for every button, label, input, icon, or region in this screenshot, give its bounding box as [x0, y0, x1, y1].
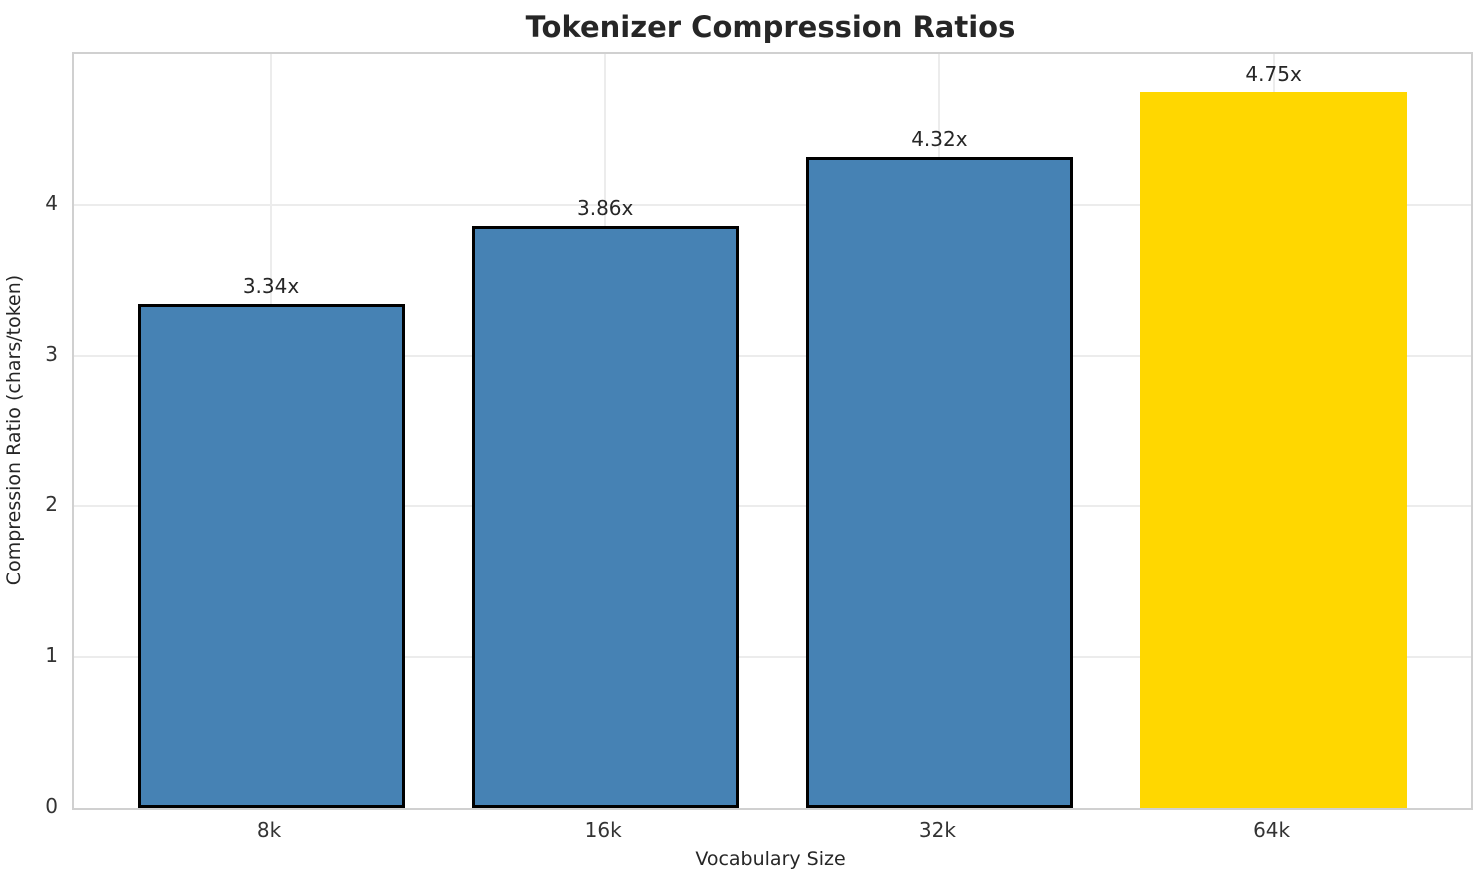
y-gridline [74, 354, 1471, 357]
y-tick-label: 3 [45, 341, 58, 366]
x-tick-label: 8k [256, 818, 282, 842]
bar-value-label: 4.75x [1245, 61, 1302, 86]
chart-title: Tokenizer Compression Ratios [525, 10, 1016, 44]
y-gridline [74, 505, 1471, 508]
bar-16k [471, 225, 739, 808]
x-tick-label: 16k [584, 818, 622, 842]
y-tick-label: 0 [45, 794, 58, 818]
y-gridline [74, 203, 1471, 206]
bar-value-label: 3.86x [577, 195, 634, 220]
bar-value-label: 3.34x [242, 274, 300, 299]
y-tick-label: 1 [45, 643, 58, 668]
y-axis-label: Compression Ratio (chars/token) [3, 274, 25, 586]
y-gridline [74, 656, 1471, 659]
y-tick-label: 2 [45, 492, 58, 517]
x-axis-label: Vocabulary Size [695, 848, 846, 870]
plot-area: 3.34x 3.86x 4.32x 4.75x [72, 52, 1473, 810]
bar-64k [1140, 91, 1408, 808]
x-tick-label: 32k [918, 818, 956, 842]
bar-32k [805, 156, 1073, 808]
y-tick-label: 4 [45, 190, 58, 215]
bar-value-label: 4.32x [911, 126, 968, 151]
bar-8k [137, 304, 405, 808]
x-tick-label: 64k [1253, 818, 1291, 842]
